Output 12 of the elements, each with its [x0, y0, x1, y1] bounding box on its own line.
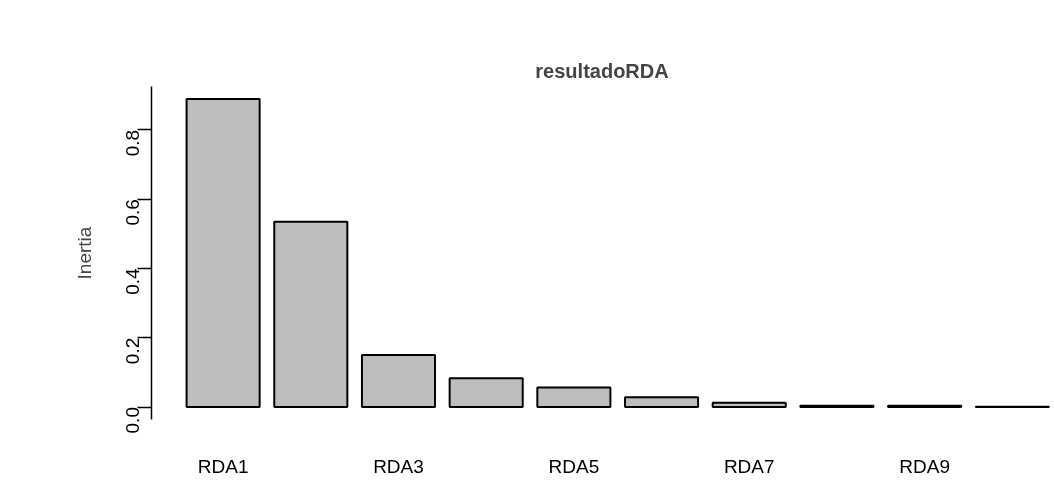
y-tick-label: 0.2 [122, 337, 143, 365]
x-tick-label: RDA5 [548, 455, 600, 477]
x-tick-label: RDA7 [723, 455, 775, 477]
chart-title: resultadoRDA [535, 59, 669, 82]
y-axis-title: Inertia [73, 226, 95, 280]
x-tick-label: RDA1 [197, 455, 249, 477]
y-tick-label: 0.8 [122, 129, 143, 157]
x-tick-label: RDA3 [373, 455, 424, 477]
y-tick-label: 0.4 [122, 267, 143, 295]
y-tick-label: 0.0 [122, 407, 143, 434]
y-tick-label: 0.6 [122, 199, 143, 226]
x-tick-label: RDA9 [899, 455, 950, 477]
